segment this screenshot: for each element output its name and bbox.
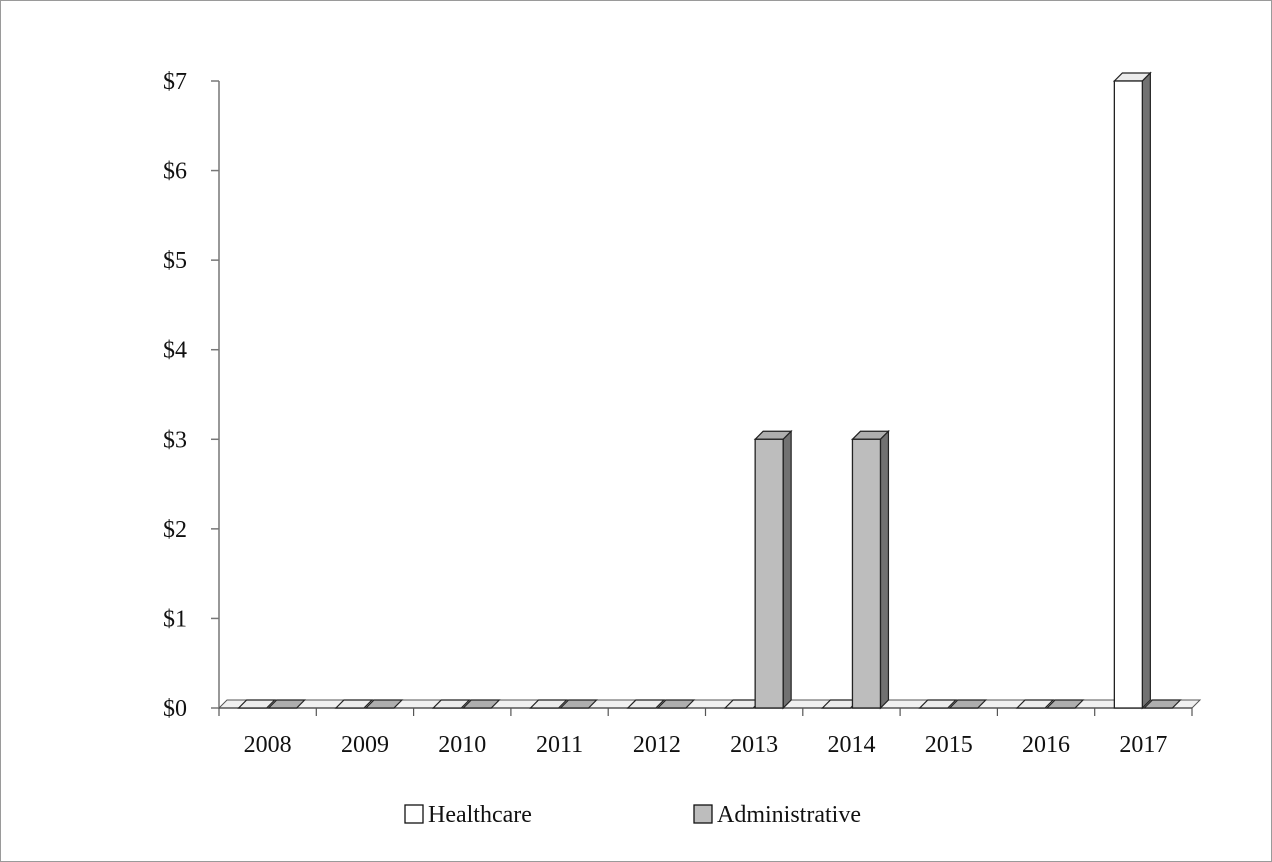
bar-administrative-2013 <box>753 429 793 710</box>
x-tick-label: 2013 <box>730 732 778 758</box>
bar-top <box>948 699 988 709</box>
bar-top <box>918 699 958 709</box>
x-tick-label: 2016 <box>1022 732 1070 758</box>
y-tick-label: $4 <box>163 338 187 364</box>
x-tick-label: 2014 <box>827 732 875 758</box>
bar-healthcare-2010 <box>431 699 471 709</box>
bar-healthcare-2015 <box>918 699 958 709</box>
bar-front <box>1113 80 1143 709</box>
x-axis-ticks: 2008 2009 2010 2011 2012 2013 2014 2015 2016 2017 <box>218 708 1193 758</box>
bar-side <box>782 429 792 710</box>
chart-legend: Healthcare Administrative <box>404 802 861 828</box>
bar-administrative-2011 <box>559 699 598 709</box>
bar-top <box>1045 699 1085 709</box>
bar-top <box>431 699 471 709</box>
legend-label-administrative: Administrative <box>717 802 861 828</box>
x-tick-label: 2009 <box>341 732 389 758</box>
legend-swatch-administrative <box>693 804 713 824</box>
bar-front <box>754 438 784 709</box>
bar-front <box>851 438 882 709</box>
bar-top <box>656 699 696 709</box>
x-tick-label: 2008 <box>244 732 292 758</box>
y-tick-label: $0 <box>163 696 187 722</box>
bar-healthcare-2009 <box>334 699 374 709</box>
y-tick-label: $6 <box>163 159 187 185</box>
bar-healthcare-2012 <box>626 699 666 709</box>
bar-healthcare-2011 <box>529 699 568 709</box>
bar-administrative-2014 <box>851 429 890 710</box>
bar-administrative-2015 <box>948 699 988 709</box>
chart-bars <box>237 71 1182 710</box>
bar-administrative-2009 <box>364 699 404 709</box>
bar-top <box>237 699 277 709</box>
legend-label-healthcare: Healthcare <box>428 802 532 828</box>
bar-top <box>559 699 598 709</box>
x-tick-label: 2012 <box>633 732 681 758</box>
y-tick-label: $3 <box>163 427 187 453</box>
x-tick-label: 2017 <box>1119 732 1167 758</box>
bar-top <box>334 699 374 709</box>
x-tick-label: 2015 <box>925 732 973 758</box>
legend-swatch-healthcare <box>404 804 424 824</box>
bar-side <box>1141 71 1151 710</box>
y-tick-label: $2 <box>163 517 187 543</box>
y-tick-label: $7 <box>163 69 187 95</box>
bar-healthcare-2016 <box>1015 699 1055 709</box>
y-tick-label: $1 <box>163 606 187 632</box>
bar-healthcare-2017 <box>1112 71 1152 710</box>
y-axis-ticks: $0 $1 $2 $3 $4 $5 $6 $7 <box>163 69 219 722</box>
bar-administrative-2017 <box>1142 699 1182 709</box>
bar-top <box>529 699 568 709</box>
bar-top <box>1015 699 1055 709</box>
bar-top <box>461 699 501 709</box>
x-tick-label: 2010 <box>438 732 486 758</box>
y-tick-label: $5 <box>163 248 187 274</box>
bar-healthcare-2008 <box>237 699 277 709</box>
bar-administrative-2016 <box>1045 699 1085 709</box>
bar-side <box>879 429 890 710</box>
chart-axes <box>217 81 1202 709</box>
bar-top <box>267 699 307 709</box>
bar-administrative-2010 <box>461 699 501 709</box>
x-tick-label: 2011 <box>536 732 583 758</box>
bar-administrative-2008 <box>267 699 307 709</box>
bar-administrative-2012 <box>656 699 696 709</box>
bar-top <box>364 699 404 709</box>
bar-top <box>626 699 666 709</box>
bar-top <box>1142 699 1182 709</box>
